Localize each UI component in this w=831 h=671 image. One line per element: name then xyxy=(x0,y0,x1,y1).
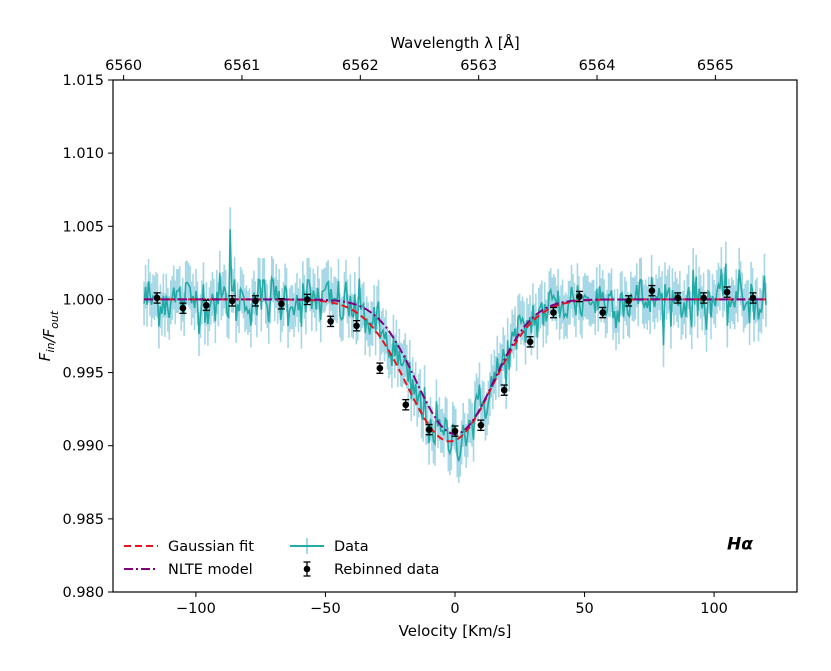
rebinned-point xyxy=(599,306,607,319)
rebinned-point xyxy=(153,292,161,304)
rebinned-point xyxy=(228,295,236,307)
top-axis-label: Wavelength λ [Å] xyxy=(390,33,519,52)
rebinned-point xyxy=(202,299,210,312)
legend-entry: Data xyxy=(290,538,369,555)
rebinned-point xyxy=(526,336,534,348)
rebinned-point xyxy=(575,290,583,303)
x-tick-label: −100 xyxy=(176,601,216,617)
legend-label: Rebinned data xyxy=(334,562,439,578)
rebinned-point xyxy=(749,292,757,304)
rebinned-point xyxy=(425,423,433,436)
rebinned-marker xyxy=(526,338,534,346)
y-tick-label: 0.995 xyxy=(62,366,104,382)
rebinned-point xyxy=(549,306,557,319)
rebinned-marker xyxy=(550,309,557,316)
rebinned-point xyxy=(648,284,656,297)
rebinned-data-points xyxy=(153,284,757,437)
rebinned-point xyxy=(179,302,187,314)
rebinned-marker xyxy=(451,427,459,435)
rebinned-point xyxy=(674,292,682,304)
top-tick-label: 6565 xyxy=(697,58,734,74)
rebinned-point xyxy=(477,419,485,432)
top-tick-label: 6561 xyxy=(224,58,261,74)
y-tick-label: 1.015 xyxy=(62,73,104,89)
rebinned-point xyxy=(700,292,708,304)
y-tick-label: 0.985 xyxy=(62,512,104,528)
rebinned-marker xyxy=(723,288,731,296)
top-tick-label: 6562 xyxy=(342,58,379,74)
y-tick-label: 1.010 xyxy=(62,146,104,162)
x-tick-label: 50 xyxy=(575,601,593,617)
rebinned-marker xyxy=(376,364,384,372)
data-error-bars xyxy=(143,207,767,484)
y-tick-label: 1.005 xyxy=(62,219,104,235)
x-axis-velocity: −100 −50 0 50 100 xyxy=(176,592,728,617)
y-axis-label: Fin/Fout xyxy=(36,310,61,361)
legend-swatch-rebinned-marker xyxy=(303,565,311,573)
rebinned-marker xyxy=(674,294,682,302)
rebinned-marker xyxy=(304,296,311,303)
legend: Gaussian fit NLTE model Data Rebinned data xyxy=(124,538,439,578)
y-tick-label: 0.990 xyxy=(62,439,104,455)
rebinned-point xyxy=(303,293,311,306)
rebinned-marker xyxy=(153,294,161,302)
legend-entry: Gaussian fit xyxy=(124,539,254,555)
top-tick-label: 6563 xyxy=(460,58,497,74)
rebinned-marker xyxy=(648,287,656,294)
rebinned-marker xyxy=(700,294,708,302)
y-tick-label: 0.980 xyxy=(62,585,104,601)
x-axis-label: Velocity [Km/s] xyxy=(399,622,512,640)
rebinned-point xyxy=(376,362,384,374)
line-annotation: Hα xyxy=(727,535,753,555)
rebinned-point xyxy=(277,298,285,310)
rebinned-marker xyxy=(500,386,508,394)
y-axis: 0.980 0.985 0.990 0.995 1.000 1.005 1.010 1.015 xyxy=(62,73,113,601)
rebinned-marker xyxy=(477,421,485,429)
legend-label: NLTE model xyxy=(168,562,253,578)
top-tick-label: 6560 xyxy=(105,58,142,74)
series-layer xyxy=(143,207,767,484)
x-axis-wavelength: 6560 6561 6562 6563 6564 6565 xyxy=(105,58,734,80)
rebinned-marker xyxy=(749,294,757,302)
rebinned-marker xyxy=(625,297,632,305)
legend-entry: NLTE model xyxy=(124,562,253,578)
rebinned-marker xyxy=(576,293,583,300)
legend-label: Gaussian fit xyxy=(168,539,254,555)
rebinned-marker xyxy=(252,297,259,305)
legend-entry: Rebinned data xyxy=(303,561,439,578)
x-tick-label: −50 xyxy=(310,601,341,617)
x-tick-label: 100 xyxy=(700,601,728,617)
rebinned-marker xyxy=(353,322,360,330)
rebinned-point xyxy=(723,286,731,298)
rebinned-point xyxy=(353,319,361,332)
rebinned-marker xyxy=(202,301,210,309)
rebinned-marker xyxy=(228,297,236,305)
rebinned-marker xyxy=(402,401,410,409)
rebinned-point xyxy=(451,425,459,437)
rebinned-point xyxy=(402,398,410,411)
top-tick-label: 6564 xyxy=(579,58,616,74)
y-tick-label: 1.000 xyxy=(62,292,104,308)
x-tick-label: 0 xyxy=(450,601,459,617)
rebinned-point xyxy=(252,295,259,307)
rebinned-marker xyxy=(425,426,433,433)
rebinned-point xyxy=(327,315,335,328)
rebinned-point xyxy=(625,295,633,307)
rebinned-marker xyxy=(327,318,334,325)
rebinned-point xyxy=(500,384,508,396)
rebinned-marker xyxy=(179,304,187,312)
rebinned-marker xyxy=(278,300,285,308)
rebinned-marker xyxy=(599,309,606,316)
legend-label: Data xyxy=(334,539,369,555)
